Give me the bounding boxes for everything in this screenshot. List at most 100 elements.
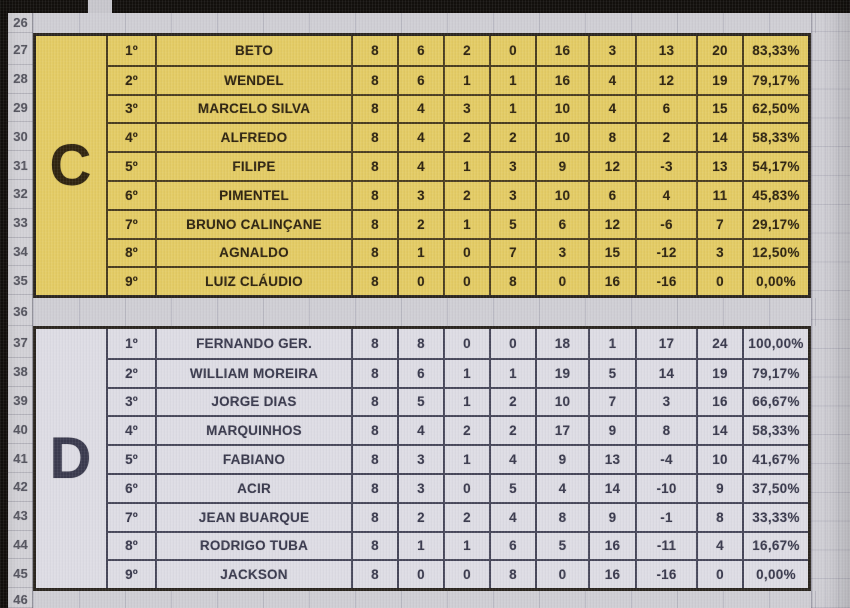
stat-cell[interactable]: 0 (397, 559, 443, 589)
player-name-cell[interactable]: JORGE DIAS (155, 386, 351, 416)
position-cell[interactable]: 1º (106, 329, 155, 358)
stat-cell[interactable]: 14 (635, 357, 696, 387)
stat-cell[interactable]: 1 (443, 357, 489, 387)
stat-cell[interactable]: 18 (535, 329, 588, 358)
stat-cell[interactable]: 3 (696, 237, 742, 267)
stat-cell[interactable]: 4 (535, 472, 588, 502)
position-cell[interactable]: 1º (106, 36, 155, 65)
position-cell[interactable]: 4º (106, 122, 155, 152)
stat-cell[interactable]: 8 (351, 36, 397, 65)
stat-cell[interactable]: 3 (535, 237, 588, 267)
stat-cell[interactable]: 6 (635, 93, 696, 123)
player-name-cell[interactable]: AGNALDO (155, 237, 351, 267)
row-header-42[interactable]: 42 (8, 473, 33, 502)
stat-cell[interactable]: 8 (351, 329, 397, 358)
player-name-cell[interactable]: JEAN BUARQUE (155, 501, 351, 531)
percentage-cell[interactable]: 45,83% (742, 179, 808, 209)
stat-cell[interactable]: -6 (635, 208, 696, 238)
percentage-cell[interactable]: 54,17% (742, 151, 808, 180)
percentage-cell[interactable]: 62,50% (742, 93, 808, 123)
position-cell[interactable]: 6º (106, 179, 155, 209)
stat-cell[interactable]: 2 (397, 208, 443, 238)
stat-cell[interactable]: 2 (443, 36, 489, 65)
stat-cell[interactable]: 2 (489, 415, 535, 445)
stat-cell[interactable]: -11 (635, 530, 696, 560)
stat-cell[interactable]: 6 (397, 357, 443, 387)
percentage-cell[interactable]: 79,17% (742, 357, 808, 387)
stat-cell[interactable]: 10 (535, 93, 588, 123)
stat-cell[interactable]: 1 (443, 151, 489, 180)
row-header-38[interactable]: 38 (8, 358, 33, 387)
player-name-cell[interactable]: WENDEL (155, 64, 351, 94)
stat-cell[interactable]: 4 (588, 93, 635, 123)
stat-cell[interactable]: 16 (588, 266, 635, 296)
stat-cell[interactable]: 1 (443, 444, 489, 473)
stat-cell[interactable]: 4 (397, 151, 443, 180)
stat-cell[interactable]: 6 (397, 36, 443, 65)
row-header-44[interactable]: 44 (8, 531, 33, 560)
stat-cell[interactable]: 9 (588, 415, 635, 445)
stat-cell[interactable]: 3 (635, 386, 696, 416)
stat-cell[interactable]: 14 (696, 415, 742, 445)
stat-cell[interactable]: 4 (588, 64, 635, 94)
stat-cell[interactable]: 3 (397, 179, 443, 209)
stat-cell[interactable]: 19 (535, 357, 588, 387)
stat-cell[interactable]: 1 (489, 357, 535, 387)
position-cell[interactable]: 5º (106, 444, 155, 473)
stat-cell[interactable]: 2 (443, 415, 489, 445)
row-header-36[interactable]: 36 (8, 298, 33, 326)
stat-cell[interactable]: 5 (588, 357, 635, 387)
position-cell[interactable]: 2º (106, 64, 155, 94)
stat-cell[interactable]: 0 (443, 472, 489, 502)
row-header-27[interactable]: 27 (8, 36, 33, 65)
stat-cell[interactable]: 4 (635, 179, 696, 209)
stat-cell[interactable]: 0 (535, 559, 588, 589)
position-cell[interactable]: 9º (106, 266, 155, 296)
stat-cell[interactable]: 16 (588, 559, 635, 589)
row-header-31[interactable]: 31 (8, 151, 33, 180)
stat-cell[interactable]: 12 (635, 64, 696, 94)
percentage-cell[interactable]: 100,00% (742, 329, 808, 358)
stat-cell[interactable]: 4 (489, 501, 535, 531)
row-header-45[interactable]: 45 (8, 559, 33, 589)
stat-cell[interactable]: 3 (397, 472, 443, 502)
stat-cell[interactable]: 1 (443, 208, 489, 238)
group-letter-c[interactable]: C (49, 133, 93, 199)
position-cell[interactable]: 3º (106, 386, 155, 416)
player-name-cell[interactable]: BRUNO CALINÇANE (155, 208, 351, 238)
stat-cell[interactable]: 8 (351, 444, 397, 473)
percentage-cell[interactable]: 83,33% (742, 36, 808, 65)
position-cell[interactable]: 6º (106, 472, 155, 502)
percentage-cell[interactable]: 16,67% (742, 530, 808, 560)
stat-cell[interactable]: 8 (489, 266, 535, 296)
stat-cell[interactable]: 4 (696, 530, 742, 560)
stat-cell[interactable]: 2 (397, 501, 443, 531)
stat-cell[interactable]: 10 (535, 179, 588, 209)
stat-cell[interactable]: 1 (588, 329, 635, 358)
stat-cell[interactable]: 17 (535, 415, 588, 445)
stat-cell[interactable]: 1 (397, 237, 443, 267)
percentage-cell[interactable]: 37,50% (742, 472, 808, 502)
stat-cell[interactable]: 1 (489, 93, 535, 123)
row-header-41[interactable]: 41 (8, 444, 33, 473)
position-cell[interactable]: 2º (106, 357, 155, 387)
player-name-cell[interactable]: ACIR (155, 472, 351, 502)
stat-cell[interactable]: 4 (397, 122, 443, 152)
stat-cell[interactable]: 8 (351, 530, 397, 560)
stat-cell[interactable]: 10 (535, 122, 588, 152)
stat-cell[interactable]: 2 (489, 122, 535, 152)
stat-cell[interactable]: 16 (535, 64, 588, 94)
stat-cell[interactable]: 8 (535, 501, 588, 531)
row-header-35[interactable]: 35 (8, 266, 33, 296)
player-name-cell[interactable]: JACKSON (155, 559, 351, 589)
stat-cell[interactable]: 8 (351, 237, 397, 267)
stat-cell[interactable]: 24 (696, 329, 742, 358)
stat-cell[interactable]: 9 (588, 501, 635, 531)
stat-cell[interactable]: 8 (696, 501, 742, 531)
stat-cell[interactable]: 8 (351, 122, 397, 152)
stat-cell[interactable]: 0 (489, 36, 535, 65)
stat-cell[interactable]: 8 (588, 122, 635, 152)
stat-cell[interactable]: 1 (443, 64, 489, 94)
stat-cell[interactable]: 8 (351, 151, 397, 180)
stat-cell[interactable]: 0 (443, 329, 489, 358)
